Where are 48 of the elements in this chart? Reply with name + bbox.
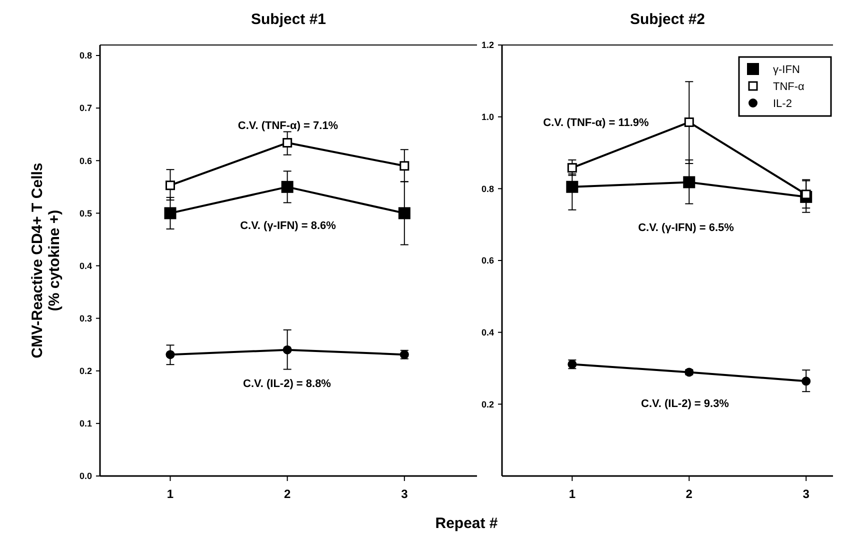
annotation: C.V. (γ-IFN) = 8.6% (240, 220, 336, 232)
annotation: C.V. (TNF-α) = 7.1% (238, 120, 338, 132)
point (166, 350, 175, 360)
y-tick-label: 0.4 (79, 260, 92, 271)
y-tick-label: 0.7 (79, 103, 92, 114)
y-tick-label: 0.8 (481, 184, 494, 194)
y-tick-label: 0.5 (79, 208, 92, 218)
point (281, 180, 294, 193)
point (400, 161, 410, 171)
legend-label: TNF-α (773, 80, 806, 93)
point (802, 376, 811, 386)
point (166, 180, 175, 190)
y-tick-label: 0.3 (79, 313, 92, 324)
x-tick-label: 1 (166, 487, 174, 501)
point (566, 180, 578, 193)
y-tick-label: 1.2 (481, 40, 494, 50)
y-tick-label: 0.2 (481, 399, 494, 410)
y-tick-label: 0.8 (79, 50, 92, 61)
y-tick-label: 1.0 (481, 112, 494, 122)
x-tick-label: 1 (568, 487, 576, 501)
point (567, 163, 577, 173)
y-tick-label: 0.6 (79, 156, 92, 166)
y-axis-title: CMV-Reactive CD4+ T Cells (% cytokine +) (29, 162, 63, 358)
chart-title: Subject #2 (630, 11, 706, 28)
annotation: C.V. (IL-2) = 8.8% (243, 378, 332, 390)
x-tick-label: 3 (401, 487, 408, 501)
legend-label: γ-IFN (773, 64, 800, 76)
annotation: C.V. (γ-IFN) = 6.5% (638, 222, 734, 234)
x-axis-title: Repeat # (435, 515, 498, 532)
point (164, 207, 176, 220)
annotation: C.V. (IL-2) = 9.3% (641, 398, 730, 410)
y-tick-label: 0.0 (79, 471, 92, 482)
point (282, 345, 292, 354)
point (683, 176, 696, 188)
y-tick-label: 0.6 (481, 256, 494, 266)
annotation: C.V. (TNF-α) = 11.9% (543, 116, 650, 129)
x-tick-label: 2 (686, 487, 693, 501)
point (282, 138, 292, 148)
point (801, 190, 811, 200)
point (684, 117, 694, 127)
x-tick-label: 2 (284, 487, 291, 501)
x-tick-label: 3 (802, 487, 810, 501)
y-tick-label: 0.4 (481, 327, 494, 338)
y-tick-label: 0.1 (79, 418, 92, 429)
legend-label: IL-2 (773, 98, 792, 110)
chart-title: Subject #1 (250, 11, 326, 28)
point (398, 207, 410, 220)
y-tick-label: 0.2 (79, 366, 92, 376)
